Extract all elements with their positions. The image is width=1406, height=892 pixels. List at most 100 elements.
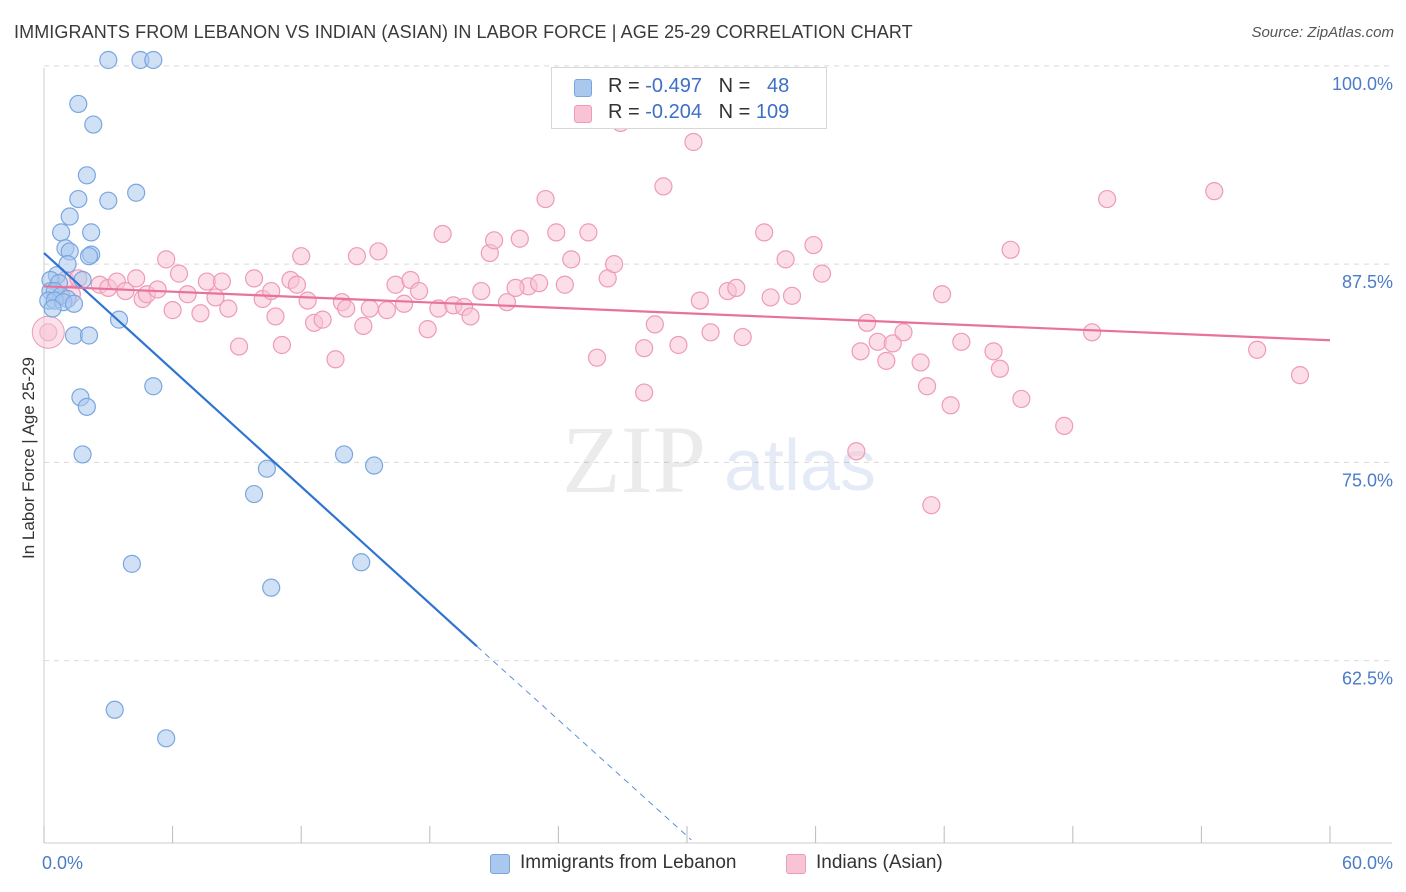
indians-asian-point (510, 229, 529, 248)
indians-asian-point (127, 269, 146, 288)
indians-asian-point (1248, 340, 1267, 359)
indians-asian-point (894, 323, 913, 342)
lebanon-point (364, 456, 384, 475)
legend-n-value-indians: 109 (755, 101, 790, 123)
indians-asian-point (684, 132, 703, 152)
lebanon-point (334, 445, 354, 464)
y-tick-label: 62.5% (1342, 669, 1393, 689)
lebanon-point (99, 191, 118, 210)
indians-asian-point (229, 337, 249, 356)
indians-asian-point (782, 286, 802, 305)
lebanon-point (352, 553, 371, 572)
trend-layer (43, 252, 1331, 841)
legend-swatch-lebanon (574, 79, 592, 97)
indians-asian-point (298, 291, 317, 310)
lebanon-point (77, 397, 96, 416)
x-tick-label: 60.0% (1342, 853, 1393, 873)
indians-asian-point (701, 323, 720, 342)
indians-asian-point (922, 496, 941, 515)
indians-asian-point (1012, 389, 1031, 409)
indians-asian-point (360, 299, 379, 318)
indians-asian-point (917, 377, 937, 396)
lebanon-point (84, 115, 103, 134)
indians-asian-point (1055, 416, 1074, 435)
indians-asian-point (148, 280, 167, 299)
lebanon-point (79, 247, 99, 266)
indians-asian-point (219, 299, 238, 318)
lebanon-point (77, 166, 96, 185)
x-tick-label: 0.0% (42, 853, 83, 873)
legend-r-label: R = (608, 101, 640, 123)
lebanon-point (43, 299, 62, 318)
indians-asian-point (755, 223, 774, 242)
y-axis-label: In Labor Force | Age 25-29 (19, 357, 38, 559)
lebanon-point (52, 223, 71, 242)
indians-asian-point (191, 304, 210, 323)
indians-asian-point (645, 315, 664, 334)
indians-asian-point (287, 275, 307, 294)
indians-asian-points (31, 113, 1310, 515)
grid-layer (44, 65, 1392, 662)
indians-asian-point (163, 301, 182, 320)
indians-asian-point (990, 359, 1010, 378)
indians-asian-point (857, 313, 877, 332)
legend-swatch-indians (574, 105, 592, 123)
indians-asian-point (690, 291, 709, 310)
indians-asian-point (851, 342, 870, 361)
indians-asian-point (409, 281, 429, 301)
indians-asian-point (1097, 189, 1117, 209)
indians-asian-point (555, 275, 574, 294)
indians-asian-point (485, 231, 504, 250)
indians-asian-point (635, 383, 654, 402)
lebanon-point (58, 255, 77, 274)
watermark-zip: ZIP (562, 406, 706, 513)
bottom-legend-label-lebanon: Immigrants from Lebanon (520, 852, 737, 873)
indians-asian-point (669, 335, 688, 355)
lebanon-point (122, 554, 141, 573)
indians-asian-point (394, 294, 414, 313)
tick-label-layer: 100.0% 87.5% 75.0% 62.5% 0.0% 60.0% (42, 74, 1393, 873)
indians-asian-point (326, 350, 345, 369)
lebanon-point (73, 270, 92, 290)
lebanon-point (99, 50, 118, 70)
legend-r-value-lebanon: -0.497 (645, 75, 702, 97)
indians-asian-trend-line (43, 285, 1331, 342)
indians-asian-point (727, 278, 746, 297)
legend-n-value-lebanon: 48 (767, 75, 790, 97)
indians-asian-point (354, 316, 373, 336)
lebanon-point (144, 377, 163, 396)
lebanon-points (39, 50, 384, 748)
indians-asian-point (547, 223, 566, 242)
indians-asian-point (272, 335, 292, 355)
lebanon-point (79, 326, 99, 345)
correlation-legend: R = -0.497 N = 48 R = -0.204 N = 109 (551, 67, 827, 129)
lebanon-point (244, 484, 264, 504)
indians-asian-point (812, 264, 832, 283)
lebanon-point (69, 189, 88, 209)
indians-asian-point (877, 351, 896, 370)
bottom-legend-swatch-lebanon (490, 854, 510, 874)
lebanon-point (69, 94, 88, 114)
indians-asian-point (169, 264, 189, 283)
lebanon-point (127, 183, 146, 202)
indians-asian-point (941, 396, 960, 415)
indians-asian-point (377, 301, 397, 320)
indians-asian-point (1205, 182, 1224, 201)
indians-asian-point (733, 327, 752, 347)
indians-asian-point (984, 342, 1003, 361)
indians-asian-point (562, 250, 581, 269)
lebanon-point (82, 223, 101, 242)
indians-asian-point (932, 285, 952, 304)
indians-asian-point (337, 299, 356, 318)
indians-asian-point (418, 320, 437, 339)
lebanon-point (262, 578, 281, 597)
indians-asian-point (1082, 323, 1102, 342)
bottom-legend-swatch-indians (786, 854, 806, 874)
indians-asian-point (883, 334, 902, 353)
axis-layer (43, 68, 1392, 844)
indians-asian-point (605, 255, 624, 274)
indians-asian-point (804, 235, 823, 255)
indians-asian-point (313, 310, 332, 329)
indians-asian-point (31, 315, 65, 349)
